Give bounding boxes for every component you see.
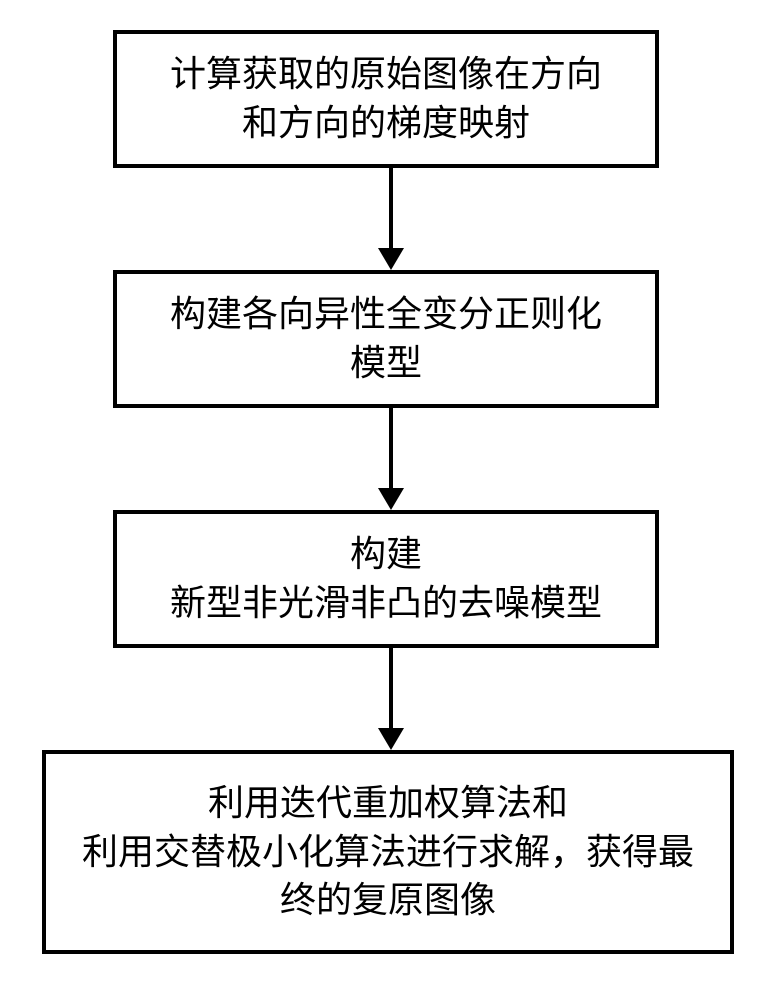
arrow-3-head [378, 728, 404, 750]
flowchart-canvas: 计算获取的原始图像在方向和方向的梯度映射 构建各向异性全变分正则化模型 构建新型… [0, 0, 782, 1000]
arrow-2-head [378, 488, 404, 510]
arrow-3-shaft [389, 648, 393, 728]
flowchart-step-3-text: 构建新型非光滑非凸的去噪模型 [170, 530, 602, 627]
flowchart-step-1: 计算获取的原始图像在方向和方向的梯度映射 [113, 30, 659, 168]
flowchart-step-1-text: 计算获取的原始图像在方向和方向的梯度映射 [170, 50, 602, 147]
flowchart-step-3: 构建新型非光滑非凸的去噪模型 [113, 510, 659, 648]
flowchart-step-4-text: 利用迭代重加权算法和利用交替极小化算法进行求解，获得最终的复原图像 [82, 779, 694, 925]
flowchart-step-2-text: 构建各向异性全变分正则化模型 [170, 290, 602, 387]
flowchart-step-2: 构建各向异性全变分正则化模型 [113, 270, 659, 408]
arrow-1-head [378, 248, 404, 270]
arrow-1-shaft [389, 168, 393, 248]
arrow-2-shaft [389, 408, 393, 488]
flowchart-step-4: 利用迭代重加权算法和利用交替极小化算法进行求解，获得最终的复原图像 [42, 750, 734, 954]
